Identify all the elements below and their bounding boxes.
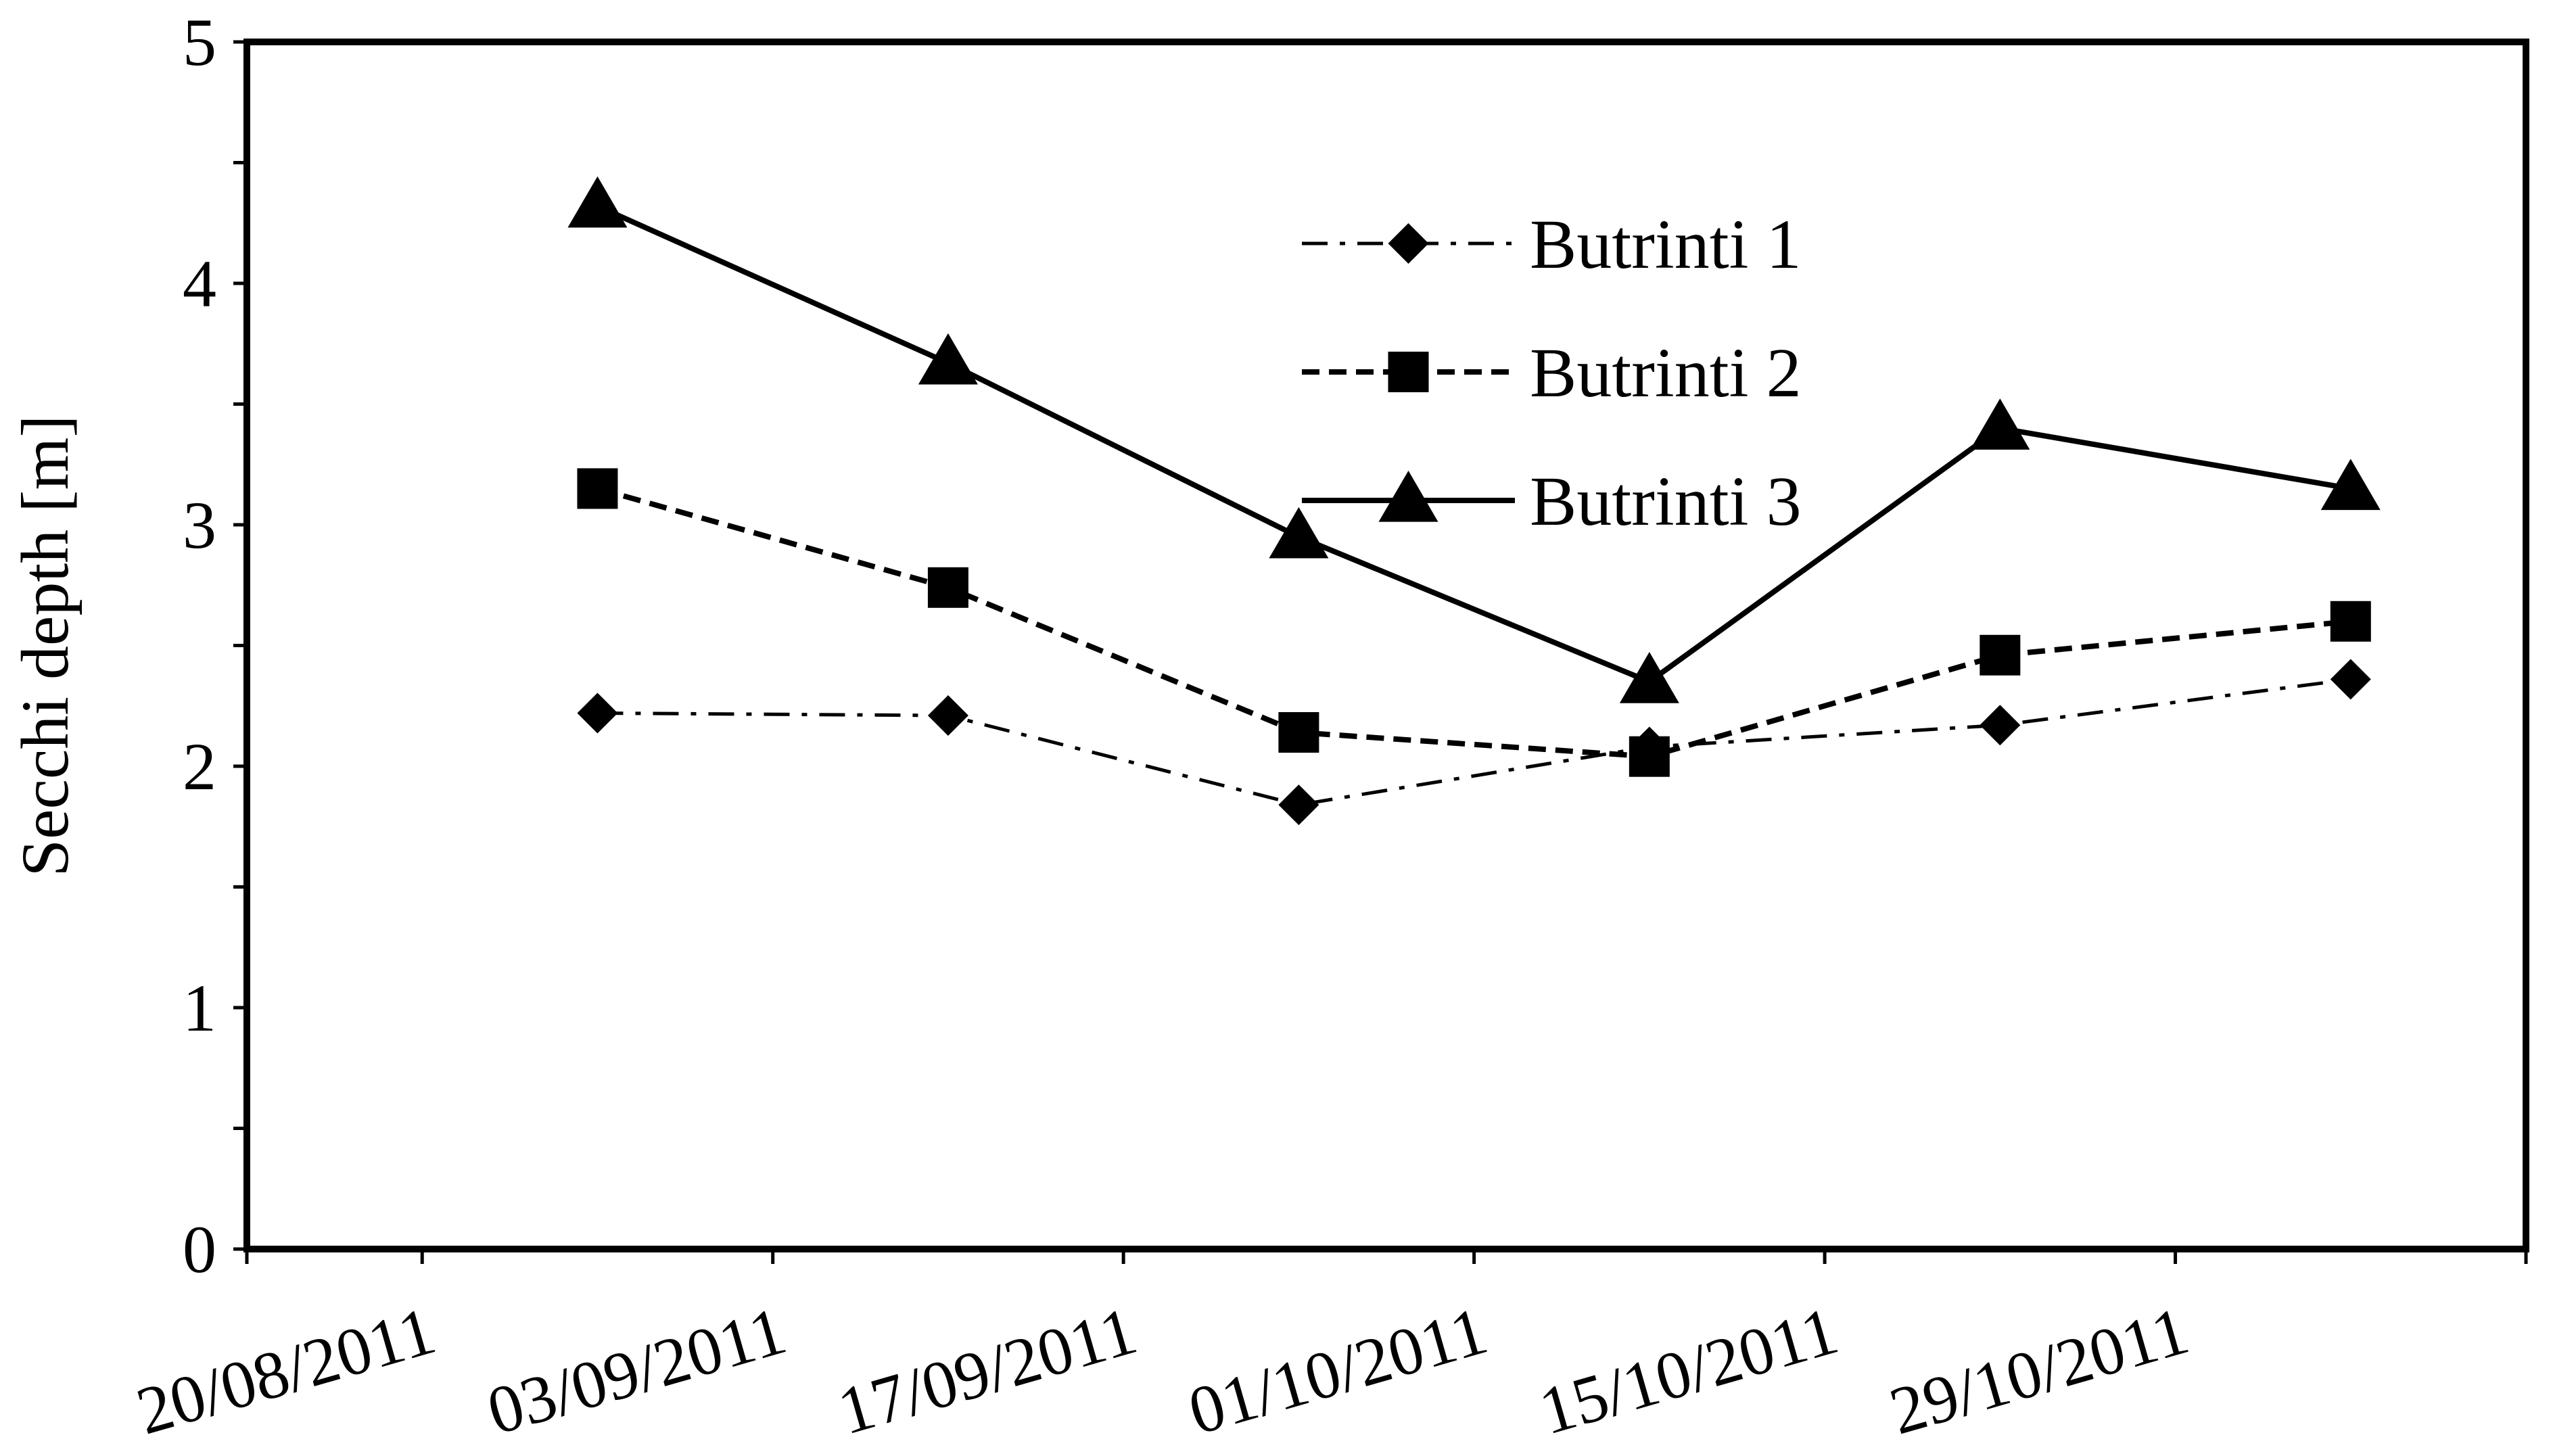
y-tick-label: 1: [183, 970, 216, 1046]
data-point-square: [2330, 601, 2371, 642]
data-point-triangle: [1269, 507, 1329, 559]
data-point-square: [1629, 736, 1670, 777]
legend-entry: Butrinti 1: [1302, 206, 1802, 283]
legend-marker-triangle: [1378, 471, 1438, 522]
series-3: [567, 176, 2381, 703]
legend-marker-diamond: [1388, 223, 1429, 264]
data-point-diamond: [1278, 784, 1319, 826]
x-axis: 20/08/2011 03/09/2011 17/09/2011 01/10/2011…: [128, 1249, 2528, 1449]
data-point-triangle: [2320, 459, 2381, 511]
series-line: [596, 486, 2351, 759]
legend-label: Butrinti 2: [1530, 334, 1802, 412]
data-point-diamond: [927, 695, 968, 736]
data-point-triangle: [918, 333, 978, 385]
series-1: [577, 659, 2371, 826]
data-point-square: [1278, 712, 1319, 753]
data-point-square: [577, 468, 618, 509]
x-tick-label: 01/10/2011: [1181, 1292, 1495, 1449]
series-line: [596, 204, 2351, 685]
legend-entry: Butrinti 2: [1302, 334, 1802, 412]
data-point-square: [927, 567, 968, 608]
legend: Butrinti 1 Butrinti 2 Butrinti 3: [1302, 206, 1802, 540]
legend-label: Butrinti 3: [1530, 463, 1802, 540]
data-point-square: [1980, 634, 2021, 676]
y-tick-label: 5: [183, 5, 216, 80]
y-tick-label: 4: [183, 246, 216, 321]
y-tick-label: 3: [183, 488, 216, 563]
legend-label: Butrinti 1: [1530, 206, 1802, 283]
data-point-triangle: [1970, 398, 2030, 450]
series-layer: [567, 176, 2381, 826]
y-axis: 0 1 2 3 4 5: [183, 5, 247, 1287]
data-point-diamond: [577, 692, 618, 734]
series-line: [597, 678, 2351, 807]
x-tick-label: 03/09/2011: [479, 1292, 794, 1449]
data-point-diamond: [2330, 659, 2371, 700]
x-tick-label: 15/10/2011: [1531, 1292, 1846, 1449]
x-tick-label: 29/10/2011: [1882, 1292, 2197, 1449]
data-point-triangle: [1619, 652, 1679, 703]
y-axis-title: Secchi depth [m]: [7, 415, 83, 876]
data-point-triangle: [567, 176, 628, 228]
data-point-diamond: [1980, 705, 2021, 746]
x-tick-label: 20/08/2011: [128, 1292, 443, 1449]
series-2: [577, 468, 2371, 777]
legend-entry: Butrinti 3: [1302, 463, 1802, 540]
x-tick-label: 17/09/2011: [830, 1292, 1144, 1449]
y-tick-label: 0: [183, 1212, 216, 1287]
legend-marker-square: [1388, 352, 1429, 392]
y-tick-label: 2: [183, 729, 216, 804]
